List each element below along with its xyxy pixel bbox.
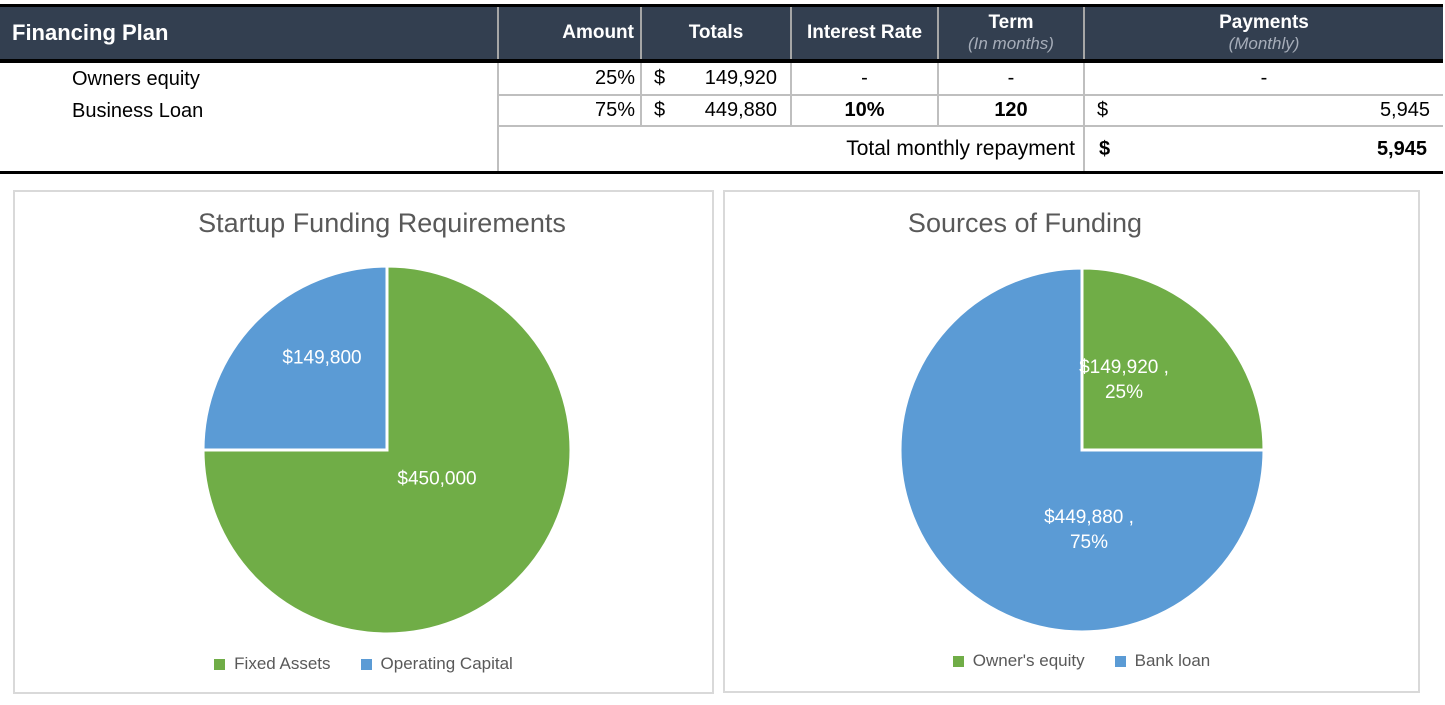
- data-label-line2: 25%: [1104, 382, 1144, 403]
- sources-of-funding-chart-panel[interactable]: Sources of Funding $149,920 , 25% $449,8…: [723, 190, 1420, 693]
- cell-owners-equity-label[interactable]: Owners equity: [0, 63, 497, 96]
- chart-title-startup-funding: Startup Funding Requirements: [198, 208, 566, 238]
- col-header-totals: Totals: [640, 7, 790, 59]
- currency-symbol: $: [1099, 137, 1111, 160]
- legend-label: Bank loan: [1134, 651, 1211, 670]
- sources-of-funding-legend: Owner's equity Bank loan: [735, 651, 1428, 671]
- pie-slice-bank-loan[interactable]: [898, 266, 1266, 634]
- pie-slice-fixed-assets[interactable]: [201, 264, 573, 636]
- startup-funding-pie: [201, 264, 573, 636]
- table-row-owners-equity: Owners equity 25% $ 149,920 - - -: [0, 63, 1443, 96]
- pie-slice-owners-equity[interactable]: [1080, 266, 1266, 452]
- col-header-term-sub: (In months): [968, 34, 1054, 54]
- cell-owners-equity-interest[interactable]: -: [790, 63, 937, 96]
- legend-label: Owner's equity: [972, 651, 1085, 670]
- currency-symbol: $: [654, 99, 666, 121]
- col-header-payments-label: Payments: [1219, 12, 1309, 34]
- legend-item-owners-equity[interactable]: Owner's equity: [952, 651, 1085, 671]
- legend-label: Operating Capital: [380, 654, 513, 673]
- data-label-bank-loan: $449,880 , 75%: [1044, 505, 1134, 555]
- legend-item-bank-loan[interactable]: Bank loan: [1114, 651, 1211, 671]
- total-monthly-repayment-label: Total monthly repayment: [497, 127, 1083, 171]
- cell-business-loan-amount[interactable]: 75%: [497, 96, 640, 127]
- cell-total-monthly-repayment[interactable]: $ 5,945: [1083, 127, 1443, 171]
- cell-owners-equity-amount[interactable]: 25%: [497, 63, 640, 96]
- cell-business-loan-interest[interactable]: 10%: [790, 96, 937, 127]
- total-row-spacer: [0, 127, 497, 171]
- col-header-amount: Amount: [497, 7, 640, 59]
- cell-owners-equity-total[interactable]: $ 149,920: [640, 63, 790, 96]
- data-label-owners-equity: $149,920 , 25%: [1079, 355, 1169, 405]
- data-label-line1: $449,880 ,: [1044, 507, 1134, 528]
- legend-label: Fixed Assets: [234, 654, 331, 673]
- col-header-term-label: Term: [988, 12, 1034, 34]
- data-label-line1: $149,920 ,: [1079, 357, 1169, 378]
- payment-value: 5,945: [1379, 99, 1430, 121]
- currency-symbol: $: [1097, 99, 1109, 121]
- total-value: 449,880: [704, 99, 777, 121]
- cell-owners-equity-payment[interactable]: -: [1083, 63, 1443, 96]
- table-row-business-loan: Business Loan 75% $ 449,880 10% 120 $ 5,…: [0, 96, 1443, 127]
- col-header-term: Term (In months): [937, 7, 1083, 59]
- total-repayment-value: 5,945: [1376, 137, 1427, 160]
- cell-business-loan-label[interactable]: Business Loan: [0, 96, 497, 127]
- table-title: Financing Plan: [12, 20, 169, 46]
- legend-swatch-blue: [360, 658, 372, 670]
- cell-business-loan-payment[interactable]: $ 5,945: [1083, 96, 1443, 127]
- legend-item-fixed-assets[interactable]: Fixed Assets: [214, 654, 331, 674]
- total-value: 149,920: [704, 67, 777, 89]
- col-header-payments-sub: (Monthly): [1228, 34, 1300, 54]
- col-header-payments: Payments (Monthly): [1083, 7, 1443, 59]
- chart-title-sources-of-funding: Sources of Funding: [907, 208, 1143, 238]
- currency-symbol: $: [654, 67, 666, 89]
- col-header-interest-rate: Interest Rate: [790, 7, 937, 59]
- legend-item-operating-capital[interactable]: Operating Capital: [360, 654, 513, 674]
- legend-swatch-green: [214, 658, 226, 670]
- data-label-line2: 75%: [1069, 532, 1109, 553]
- data-label-fixed-assets: $450,000: [397, 468, 477, 490]
- pie-slice-operating-capital[interactable]: [201, 264, 389, 452]
- startup-funding-legend: Fixed Assets Operating Capital: [15, 654, 712, 674]
- sources-of-funding-pie: [898, 266, 1266, 634]
- cell-business-loan-term[interactable]: 120: [937, 96, 1083, 127]
- startup-funding-chart-panel[interactable]: Startup Funding Requirements $149,800 $4…: [13, 190, 714, 694]
- table-row-total: Total monthly repayment $ 5,945: [0, 127, 1443, 171]
- cell-owners-equity-term[interactable]: -: [937, 63, 1083, 96]
- data-label-operating-capital: $149,800: [282, 347, 362, 369]
- financing-plan-table: Financing Plan Amount Totals Interest Ra…: [0, 4, 1443, 174]
- legend-swatch-blue: [1114, 655, 1126, 667]
- cell-business-loan-total[interactable]: $ 449,880: [640, 96, 790, 127]
- legend-swatch-green: [952, 655, 964, 667]
- table-header-row: Financing Plan Amount Totals Interest Ra…: [0, 7, 1443, 63]
